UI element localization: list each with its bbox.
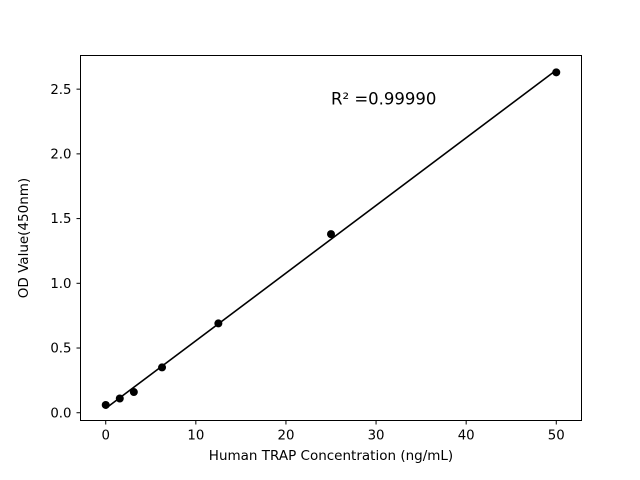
data-point bbox=[101, 400, 110, 409]
y-tick-label: 0.5 bbox=[50, 342, 71, 357]
data-point bbox=[327, 230, 335, 239]
x-tick-label: 10 bbox=[187, 429, 204, 444]
y-tick-label: 1.0 bbox=[50, 277, 71, 292]
y-tick-label: 0.0 bbox=[50, 406, 71, 421]
x-tick-label: 0 bbox=[101, 429, 109, 444]
data-point bbox=[115, 394, 124, 403]
x-tick-label: 40 bbox=[458, 429, 475, 444]
plot-border bbox=[80, 55, 582, 421]
y-tick-label: 2.0 bbox=[50, 147, 71, 162]
data-point bbox=[552, 68, 561, 77]
x-tick-label: 50 bbox=[548, 429, 565, 444]
x-axis-label: Human TRAP Concentration (ng/mL) bbox=[209, 448, 453, 464]
r-squared-annotation: R² =0.99990 bbox=[331, 90, 436, 109]
y-axis-label: OD Value(450nm) bbox=[16, 178, 32, 298]
x-tick-label: 20 bbox=[277, 429, 294, 444]
y-tick-label: 2.5 bbox=[50, 83, 71, 98]
data-point bbox=[129, 388, 138, 397]
data-point bbox=[214, 319, 223, 328]
fit-line bbox=[105, 69, 557, 410]
data-point bbox=[158, 363, 167, 372]
x-tick-label: 30 bbox=[368, 429, 385, 444]
y-tick-label: 1.5 bbox=[50, 212, 71, 227]
